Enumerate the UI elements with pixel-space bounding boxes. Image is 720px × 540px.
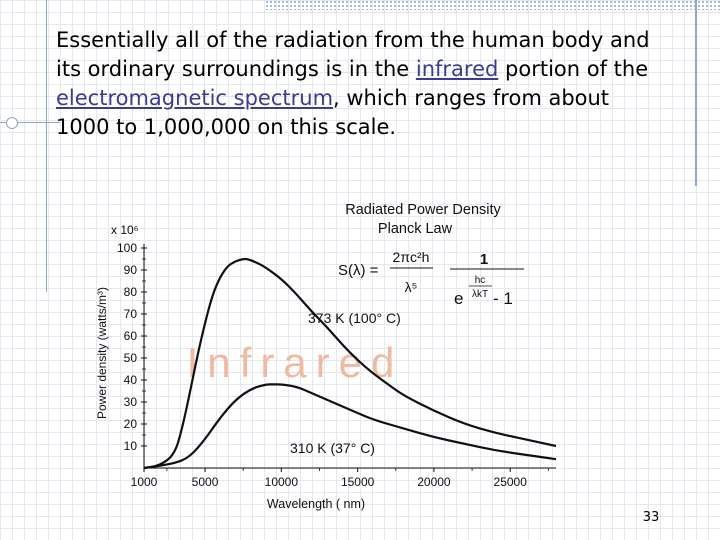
formula-exponent-denominator: λkT	[472, 289, 488, 300]
series-label-373k: 373 K (100° C)	[308, 310, 401, 326]
formula-denominator-base: e	[454, 289, 463, 308]
formula-exponent-numerator: hc	[475, 275, 486, 286]
formula-denominator-1: λ⁵	[405, 279, 418, 295]
electromagnetic-spectrum-link[interactable]: electromagnetic spectrum	[56, 86, 334, 110]
chart-subtitle: Planck Law	[378, 221, 453, 237]
x-tick-label-15000: 15000	[341, 475, 375, 489]
infrared-region-label: Infrared	[187, 339, 404, 386]
y-tick-label-100: 100	[117, 241, 137, 255]
y-tick-label-30: 30	[124, 395, 138, 409]
x-tick-label-25000: 25000	[494, 475, 528, 489]
y-tick-label-70: 70	[124, 307, 138, 321]
slide-body-text: Essentially all of the radiation from th…	[56, 28, 650, 139]
y-axis: 10 20 30 40 50 60 70 80 90 100	[117, 241, 147, 468]
page-number: 33	[643, 510, 660, 525]
series-label-310k: 310 K (37° C)	[290, 440, 375, 456]
decorative-dot-band	[265, 0, 720, 10]
decorative-vertical-line-left	[46, 0, 47, 292]
x-tick-label-10000: 10000	[265, 475, 299, 489]
formula-numerator-2: 1	[480, 251, 488, 268]
y-tick-label-80: 80	[124, 285, 138, 299]
planck-formula: S(λ) = 2πc²h λ⁵ 1 e hc λkT - 1	[338, 249, 524, 308]
x-tick-label-1000: 1000	[131, 475, 158, 489]
formula-denominator-tail: - 1	[493, 289, 513, 308]
y-tick-label-60: 60	[124, 329, 138, 343]
formula-lhs: S(λ) =	[338, 262, 379, 279]
x-tick-label-5000: 5000	[192, 475, 219, 489]
decorative-circle-icon	[6, 117, 18, 129]
decorative-horizontal-line	[0, 122, 60, 123]
y-tick-label-20: 20	[124, 417, 138, 431]
y-tick-label-50: 50	[124, 351, 138, 365]
series-line-373k	[143, 257, 557, 470]
y-scale-label: x 10⁶	[111, 223, 139, 237]
infrared-link[interactable]: infrared	[415, 57, 499, 81]
y-axis-label: Power density (watts/m³)	[95, 287, 109, 419]
x-axis-label: Wavelength ( nm)	[267, 497, 365, 511]
x-axis: 1000 5000 10000 15000 20000 25000	[131, 467, 556, 489]
series-line-310k	[143, 383, 557, 470]
y-tick-label-40: 40	[124, 373, 138, 387]
decorative-vertical-line-right	[695, 0, 697, 186]
chart-title: Radiated Power Density	[345, 202, 501, 218]
y-tick-label-90: 90	[124, 263, 138, 277]
y-tick-label-10: 10	[124, 439, 138, 453]
x-tick-label-20000: 20000	[417, 475, 451, 489]
formula-numerator-1: 2πc²h	[393, 249, 430, 265]
